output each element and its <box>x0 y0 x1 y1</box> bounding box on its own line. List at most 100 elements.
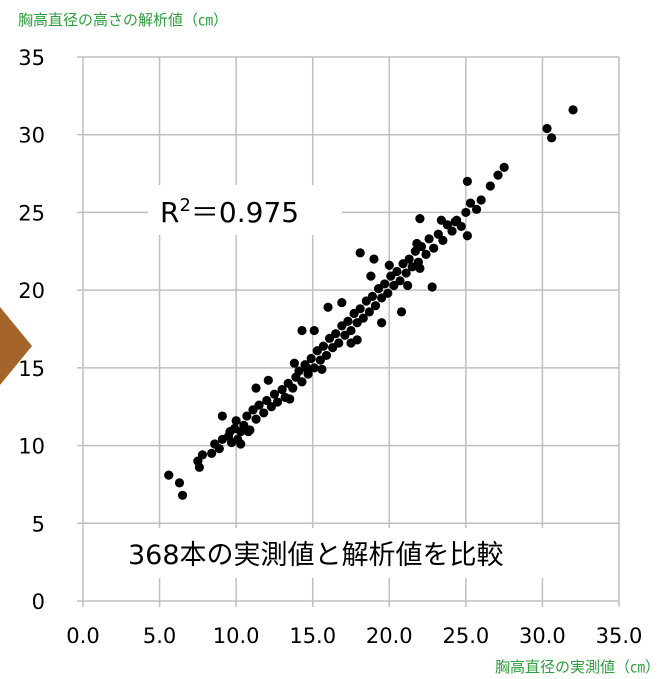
y-tick-label: 20 <box>18 279 45 303</box>
data-point <box>214 444 224 454</box>
data-point <box>493 170 503 180</box>
data-point <box>251 383 261 393</box>
data-point <box>421 249 431 259</box>
data-point <box>225 426 235 437</box>
data-point <box>174 478 185 488</box>
y-axis-title: 胸高直径の高さの解析値（㎝） <box>18 11 228 29</box>
r2-annotation: R2＝0.975 <box>160 195 299 229</box>
data-point <box>334 338 344 348</box>
x-tick-label: 0.0 <box>66 624 99 648</box>
y-axis-ticks: 0 5 10 15 20 25 30 35 <box>18 46 45 614</box>
y-tick-label: 35 <box>18 46 45 70</box>
y-tick-label: 15 <box>18 357 45 381</box>
data-point <box>568 105 578 115</box>
data-point <box>318 341 329 351</box>
data-point <box>542 123 552 134</box>
data-point <box>263 375 273 385</box>
x-tick-label: 30.0 <box>519 624 566 648</box>
y-tick-label: 5 <box>32 512 45 536</box>
data-point <box>355 304 365 314</box>
data-point <box>404 254 414 264</box>
data-point <box>289 358 299 368</box>
data-point <box>259 408 269 418</box>
data-point <box>355 248 365 258</box>
data-points <box>164 105 578 500</box>
data-point <box>331 329 341 339</box>
data-point <box>358 313 368 323</box>
data-point <box>547 133 557 143</box>
data-point <box>231 416 241 426</box>
x-tick-label: 10.0 <box>213 624 260 648</box>
data-point <box>309 325 319 336</box>
r2-superscript: 2 <box>179 195 190 216</box>
y-tick-label: 10 <box>18 435 45 459</box>
data-point <box>321 350 332 361</box>
data-point <box>499 162 509 172</box>
data-point <box>370 301 381 311</box>
x-tick-label: 25.0 <box>442 624 489 648</box>
data-point <box>447 226 457 236</box>
data-point <box>217 411 227 421</box>
data-point <box>243 426 253 437</box>
data-point <box>272 397 283 407</box>
data-point <box>337 297 347 308</box>
data-point <box>301 363 312 373</box>
data-point <box>207 448 217 458</box>
data-point <box>384 260 394 270</box>
data-point <box>471 204 482 214</box>
data-point <box>236 439 246 449</box>
data-point <box>164 470 174 480</box>
data-point <box>462 231 472 241</box>
x-axis-title: 胸高直径の実測値（㎝） <box>495 658 660 676</box>
data-point <box>323 302 333 312</box>
data-point <box>367 291 378 301</box>
data-point <box>476 195 486 205</box>
data-point <box>485 181 495 191</box>
data-point <box>396 307 407 317</box>
x-tick-label: 20.0 <box>366 624 413 648</box>
data-point <box>383 288 393 298</box>
y-tick-label: 0 <box>32 590 45 614</box>
y-tick-label: 25 <box>18 201 45 225</box>
data-point <box>401 268 411 278</box>
data-point <box>412 238 422 249</box>
data-point <box>352 335 362 345</box>
data-point <box>242 411 252 421</box>
data-point <box>403 280 413 291</box>
data-point <box>415 214 425 224</box>
data-point <box>462 176 472 186</box>
caption-background <box>118 528 586 578</box>
data-point <box>415 263 425 273</box>
data-point <box>269 389 280 399</box>
data-point <box>377 318 387 328</box>
data-point <box>427 282 437 292</box>
arrow-shape <box>0 307 32 385</box>
data-point <box>251 414 261 424</box>
x-axis-ticks: 0.0 5.0 10.0 15.0 20.0 25.0 30.0 35.0 <box>66 624 642 648</box>
data-point <box>294 366 304 376</box>
data-point <box>429 243 439 253</box>
data-point <box>277 385 287 395</box>
data-point <box>438 235 448 246</box>
data-point <box>309 363 319 373</box>
x-tick-label: 35.0 <box>596 624 643 648</box>
data-point <box>285 394 295 404</box>
data-point <box>177 490 188 500</box>
comparison-caption: 368本の実測値と解析値を比較 <box>128 540 504 571</box>
data-point <box>343 316 353 326</box>
data-point <box>465 198 476 208</box>
data-point <box>306 353 316 364</box>
data-point <box>380 279 390 289</box>
r2-value: ＝0.975 <box>191 196 299 229</box>
data-point <box>254 400 264 410</box>
data-point <box>392 266 402 277</box>
data-point <box>288 383 298 393</box>
data-point <box>424 234 434 244</box>
data-point <box>297 377 307 387</box>
r2-label-background <box>148 185 342 235</box>
x-tick-label: 5.0 <box>143 624 176 648</box>
data-point <box>366 271 376 281</box>
data-point <box>197 450 208 460</box>
data-point <box>395 276 405 286</box>
